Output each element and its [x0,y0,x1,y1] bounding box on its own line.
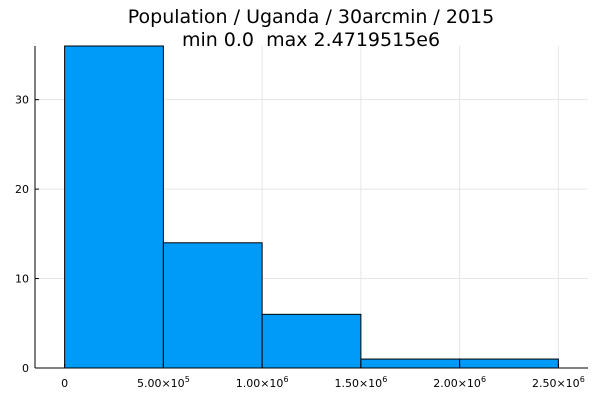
y-tick-label: 0 [22,362,29,375]
y-tick-label: 20 [15,183,29,196]
x-tick-label: 1.00×106 [236,375,289,390]
y-tick-label: 10 [15,273,29,286]
histogram-bar [162,242,263,369]
tick-labels: 0 10 20 30 0 5.00×105 1.00×106 1.50×106 2.00×106… [15,94,585,390]
x-tick-exponent: 6 [283,375,288,384]
x-tick-label: 0 [61,377,68,390]
histogram-bar [261,313,362,369]
x-tick-exponent: 6 [481,375,486,384]
x-tick-exponent: 6 [382,375,387,384]
histogram-bar [360,358,461,369]
chart-title: Population / Uganda / 30arcmin / 2015 [128,6,494,28]
histogram-bar [459,358,559,369]
x-tick-label: 2.00×106 [433,375,486,390]
x-tick-label: 5.00×105 [137,375,190,390]
histogram-bars [64,45,559,369]
y-tick-label: 30 [15,94,29,107]
histogram-bar [64,45,164,369]
x-tick-label: 2.50×106 [532,375,585,390]
chart-subtitle: min 0.0 max 2.4719515e6 [182,29,440,51]
x-tick-exponent: 6 [580,375,585,384]
x-tick-exponent: 5 [185,375,190,384]
x-tick-label: 1.50×106 [334,375,387,390]
